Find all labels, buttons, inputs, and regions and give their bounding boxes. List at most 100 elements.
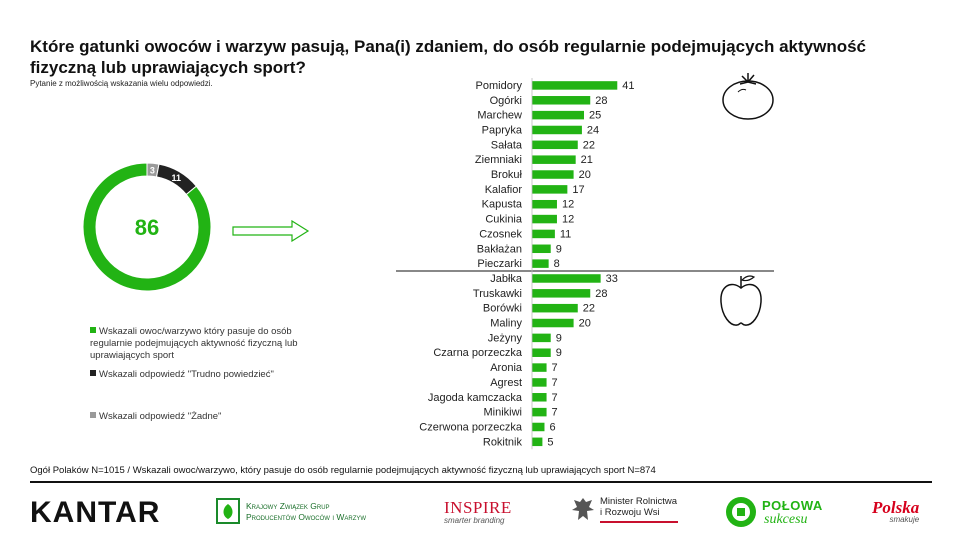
category-label: Czarna porzeczka [433,347,523,359]
bar [532,289,591,298]
donut-center-value: 86 [135,215,159,240]
ministry-red-rule [600,521,678,523]
legend-item-hard-to-say: Wskazali odpowiedź "Trudno powiedzieć" [90,369,330,381]
bar-value-label: 6 [549,421,555,433]
category-label: Agrest [490,377,522,389]
bar-value-label: 20 [579,318,591,330]
category-label: Rokitnik [483,436,523,448]
bar [532,437,543,447]
donut-segment-label: 3 [150,165,155,175]
category-label: Jeżyny [488,332,523,344]
bar [532,185,568,194]
bar [532,140,578,150]
legend-swatch-gray [90,412,96,418]
legend-text: Wskazali owoc/warzywo który pasuje do os… [90,326,298,361]
category-label: Minikiwi [484,407,523,419]
bar-value-label: 28 [595,288,607,300]
bar [532,155,576,164]
bar [532,244,551,254]
bar-value-label: 7 [552,392,558,404]
bar-value-label: 17 [572,184,584,196]
category-label: Pieczarki [477,258,522,270]
bar-value-label: 11 [560,228,571,240]
ministry-line-2: i Rozwoju Wsi [600,507,660,518]
bar [532,303,578,313]
category-label: Jagoda kamczacka [428,392,523,404]
bar [532,110,584,120]
bar-value-label: 22 [583,139,595,151]
bar [532,363,547,372]
bar-value-label: 7 [552,377,558,389]
tomato-icon [722,73,774,120]
bar [532,125,582,135]
bar-value-label: 21 [581,154,593,166]
category-label: Maliny [490,318,522,330]
bar [532,274,601,283]
polowa-tagline: sukcesu [764,512,808,527]
category-label: Aronia [490,362,523,374]
legend-swatch-green [90,327,96,333]
bar [532,96,591,105]
bar [532,393,547,402]
ministry-line-1: Minister Rolnictwa [600,496,678,507]
kzgp-emblem-icon [216,498,240,524]
legend-swatch-dark [90,370,96,376]
bar-value-label: 22 [583,303,595,315]
bar [532,214,557,224]
kzgp-line-1: Krajowy Związek Grup [246,501,330,511]
page-subtitle: Pytanie z możliwością wskazania wielu od… [30,79,213,88]
page-title: Które gatunki owoców i warzyw pasują, Pa… [30,37,867,77]
bar [532,81,618,90]
bar [532,348,551,357]
apple-icon [720,275,762,326]
bar [532,318,574,328]
kzgp-line-2: Producentów Owoców i Warzyw [246,512,367,522]
inspire-wordmark: INSPIRE [444,498,512,517]
bar [532,259,549,268]
category-label: Pomidory [476,80,523,92]
arrow-right-icon [232,220,310,242]
bar [532,199,557,209]
bar [532,422,545,432]
legend-text: Wskazali odpowiedź "Trudno powiedzieć" [99,369,274,380]
bar-value-label: 8 [554,258,560,270]
category-label: Cukinia [485,214,523,226]
bar-value-label: 5 [547,436,553,448]
polowa-emblem-icon [726,497,756,527]
kantar-logo: KANTAR [30,496,161,529]
category-label: Czerwona porzeczka [419,421,523,433]
legend-item-indicated: Wskazali owoc/warzywo który pasuje do os… [90,326,330,362]
bar-value-label: 20 [579,169,591,181]
category-label: Borówki [483,303,522,315]
polska-smakuje-logo: Polska smakuje [872,498,919,524]
bar-value-label: 9 [556,332,562,344]
category-label: Truskawki [473,288,522,300]
bar-value-label: 12 [562,199,574,211]
bar-chart: Pomidory 41 Ogórki 28 Marchew 25 Papryka 24 Sała… [396,78,774,450]
category-label: Bakłażan [477,243,522,255]
bar [532,407,547,417]
bar [532,333,551,343]
category-label: Ziemniaki [475,154,522,166]
polska-wordmark: Polska [872,498,920,517]
bar-value-label: 12 [562,214,574,226]
category-label: Sałata [491,139,523,151]
bar [532,170,574,179]
legend-text: Wskazali odpowiedź "Żadne" [99,411,222,422]
legend-item-none: Wskazali odpowiedź "Żadne" [90,411,330,423]
polowa-wordmark: POŁOWA [762,498,823,513]
category-label: Brokuł [491,169,523,181]
inspire-tagline: smarter branding [444,516,505,525]
footnote: Ogół Polaków N=1015 / Wskazali owoc/warz… [30,465,656,476]
bar-value-label: 7 [552,362,558,374]
donut-segment [82,162,212,292]
bar-value-label: 33 [606,273,618,285]
footer-divider [30,481,932,483]
category-label: Ogórki [490,95,522,107]
bar [532,229,555,239]
category-label: Marchew [477,110,522,122]
donut-segment-label: 11 [172,173,182,183]
category-label: Papryka [482,124,523,136]
category-label: Jabłka [490,273,523,285]
bar-value-label: 7 [552,407,558,419]
